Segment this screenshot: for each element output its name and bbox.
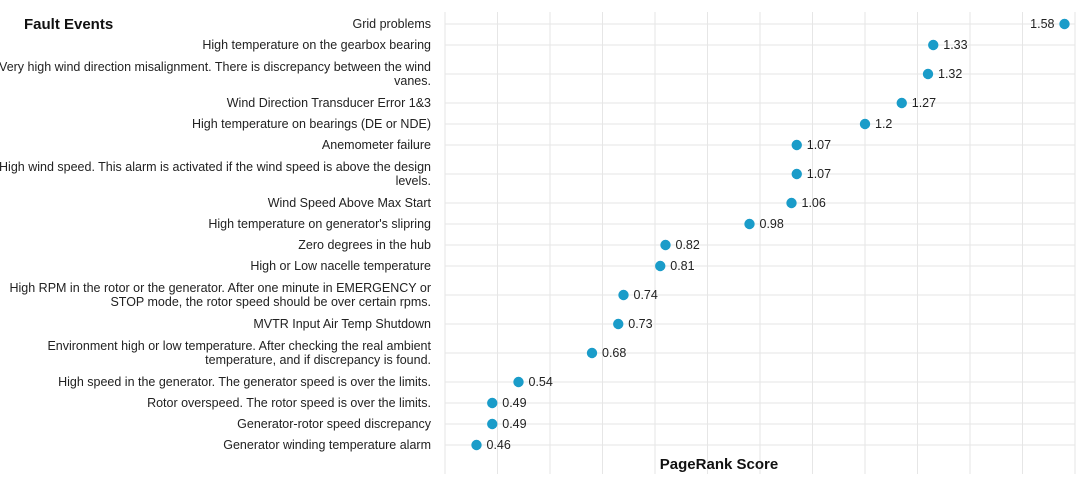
value-label: 0.54 [529, 375, 553, 389]
value-label: 1.07 [807, 138, 831, 152]
value-label: 0.49 [502, 396, 526, 410]
data-point [791, 168, 802, 180]
data-point [928, 39, 939, 51]
category-label: MVTR Input Air Temp Shutdown [253, 317, 431, 331]
data-point [487, 418, 498, 430]
data-point [744, 218, 755, 230]
data-point [586, 347, 598, 359]
category-label: Anemometer failure [322, 138, 431, 152]
value-label: 0.81 [670, 259, 694, 273]
category-label: High wind speed. This alarm is activated… [0, 160, 431, 188]
value-label: 1.58 [1030, 17, 1054, 31]
value-label: 0.73 [628, 317, 652, 331]
category-label: High RPM in the rotor or the generator. … [10, 281, 432, 309]
value-label: 1.27 [912, 96, 936, 110]
value-label: 0.49 [502, 417, 526, 431]
data-point [660, 239, 671, 251]
value-labels: 1.58 1.33 1.32 1.27 1.2 1.07 1.07 1.06 0.98 0.82 0… [487, 17, 1055, 452]
x-axis-title: PageRank Score [660, 456, 778, 473]
value-label: 0.46 [487, 438, 511, 452]
value-label: 1.07 [807, 167, 831, 181]
category-label: High temperature on bearings (DE or NDE) [192, 117, 431, 131]
value-label: 1.2 [875, 117, 892, 131]
category-label: Very high wind direction misalignment. T… [0, 60, 431, 88]
data-point [1059, 18, 1070, 30]
category-label: Grid problems [353, 17, 432, 31]
category-label: Zero degrees in the hub [298, 238, 431, 252]
category-labels: Grid problems High temperature on the gea… [0, 17, 432, 452]
data-point [786, 197, 797, 209]
chart-title: Fault Events [24, 16, 113, 33]
data-point [655, 260, 666, 272]
category-label: Generator-rotor speed discrepancy [237, 417, 432, 431]
data-point [613, 318, 624, 330]
category-label: High speed in the generator. The generat… [58, 375, 431, 389]
value-label: 1.33 [943, 38, 967, 52]
data-point [471, 439, 482, 451]
data-point [859, 118, 871, 130]
category-label: Environment high or low temperature. Aft… [47, 339, 431, 367]
category-label: Generator winding temperature alarm [223, 438, 431, 452]
data-point [487, 397, 498, 409]
value-label: 1.06 [802, 196, 826, 210]
data-point [513, 376, 524, 388]
data-points [471, 18, 1070, 451]
category-label: High or Low nacelle temperature [250, 259, 431, 273]
category-label: High temperature on generator's slipring [208, 217, 431, 231]
data-point [922, 68, 934, 80]
value-label: 0.98 [760, 217, 784, 231]
data-point [791, 139, 802, 151]
category-label: Rotor overspeed. The rotor speed is over… [147, 396, 431, 410]
grid-lines [444, 12, 1076, 474]
category-label: Wind Speed Above Max Start [268, 196, 432, 210]
category-label: Wind Direction Transducer Error 1&3 [227, 96, 431, 110]
value-label: 0.68 [602, 346, 626, 360]
value-label: 0.74 [634, 288, 658, 302]
data-point [896, 97, 907, 109]
value-label: 0.82 [676, 238, 700, 252]
data-point [618, 289, 629, 301]
value-label: 1.32 [938, 67, 962, 81]
category-label: High temperature on the gearbox bearing [202, 38, 431, 52]
